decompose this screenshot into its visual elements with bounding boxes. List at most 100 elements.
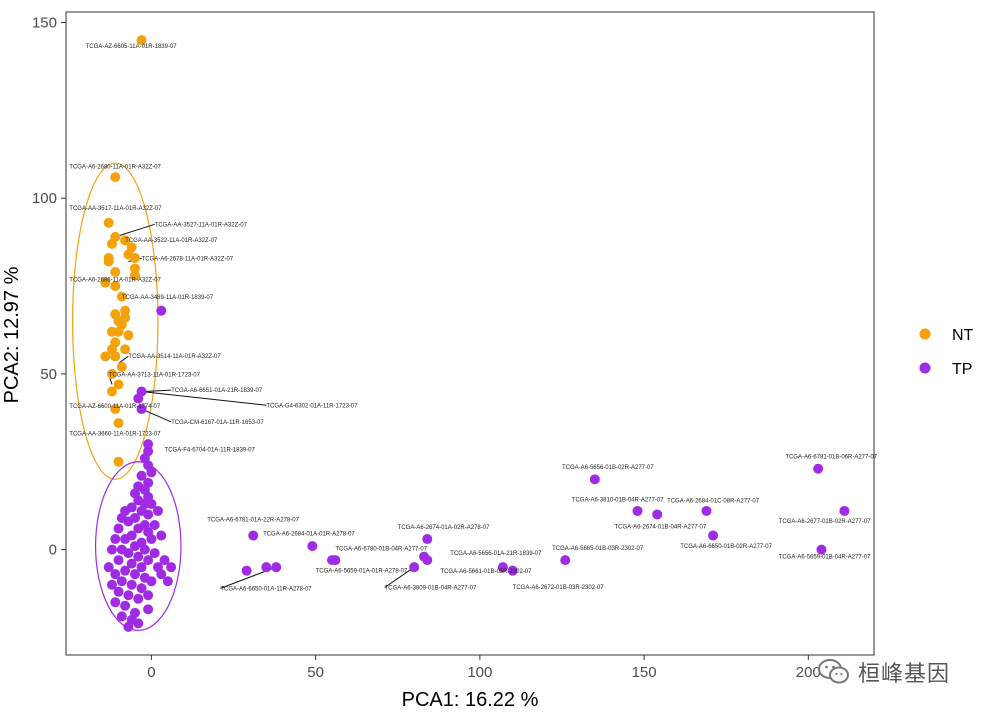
point-label: TCGA-A6-5656-01A-21R-1839-07 [450,551,542,557]
point-tp [271,562,282,573]
point-label: TCGA-G4-6302-01A-11R-1723-07 [266,403,358,409]
point-tp [156,530,167,541]
point-label: TCGA-A6-2678-11A-01R-A32Z-07 [142,256,234,262]
point-tp [120,534,131,545]
point-tp [146,467,157,478]
y-tick-label: 100 [32,190,57,207]
point-label: TCGA-A6-2680-11A-01R-A32Z-07 [69,164,161,170]
x-tick-label: 200 [796,664,821,681]
point-tp [110,597,121,608]
leader-line [141,390,267,406]
point-nt [116,361,127,372]
point-label: TCGA-A6-6780-01B-04R-A277-07 [335,546,427,552]
point-label: TCGA-AA-3527-11A-01R-A32Z-07 [155,222,248,228]
point-tp [103,562,114,573]
confidence-ellipses [71,162,182,632]
point-label: TCGA-A6-5661-01B-05R-2302-07 [440,569,532,575]
point-tp [116,611,127,622]
point-tp [159,555,170,566]
point-tp [123,548,134,559]
point-label: TCGA-AA-3514-11A-01R-A32Z-07 [128,354,221,360]
leader-line [384,566,415,589]
x-tick-label: 100 [467,664,492,681]
point-tp [156,305,167,316]
point-label: TCGA-A6-5659-01A-01R-A278-07 [316,568,408,574]
point-nt [120,344,131,355]
point-tp [143,555,154,566]
point-label: TCGA-AZ-6605-11A-01R-1839-07 [86,44,178,50]
point-label: TCGA-A6-2684-01C-08R-A277-07 [667,499,760,505]
point-label: TCGA-A6-5665-01B-03R-2302-07 [552,546,644,552]
point-nt [126,242,137,253]
legend-label-tp: TP [952,361,972,378]
data-points [100,35,850,632]
leader-line [144,389,172,392]
point-tp [409,562,420,573]
point-tp [652,509,663,520]
leader-line [115,223,155,238]
plot-panel [65,11,875,656]
point-tp [136,583,147,594]
point-label: TCGA-A6-2684-01A-01R-A278-07 [263,532,355,538]
point-tp [143,590,154,601]
point-tp [813,463,824,474]
point-label: TCGA-A6-3809-01B-04R-A277-07 [385,586,477,592]
point-tp [120,505,131,516]
point-tp [248,530,259,541]
point-tp [113,523,124,534]
point-tp [307,541,318,552]
point-nt [110,267,121,278]
point-tp [113,586,124,597]
point-tp [106,544,117,555]
point-tp [146,576,157,587]
point-nt [113,379,124,390]
point-tp [123,621,134,632]
point-nt [100,351,111,362]
point-label: TCGA-A6-2674-01A-02R-A278-07 [398,525,490,531]
point-tp [589,474,600,485]
point-nt [113,418,124,429]
point-labels: TCGA-AZ-6605-11A-01R-1839-07 TCGA-A6-2680… [69,44,877,592]
point-tp [110,534,121,545]
point-tp [143,509,154,520]
point-nt [103,252,114,263]
point-tp [261,562,272,573]
point-tp [152,505,163,516]
x-tick-label: 0 [147,664,155,681]
point-tp [120,600,131,611]
point-tp [708,530,719,541]
legend: NT TP [919,327,974,378]
point-nt [129,252,140,263]
point-nt [110,172,121,183]
point-tp [143,604,154,615]
watermark-text: 桓峰基因 [858,662,951,687]
point-tp [120,565,131,576]
point-tp [126,579,137,590]
point-tp [497,562,508,573]
y-axis-title: PCA2: 12.97 % [1,266,23,403]
point-label: TCGA-CM-6167-01A-11R-1653-07 [171,420,264,426]
point-nt [129,270,140,281]
point-tp [116,576,127,587]
point-tp [126,558,137,569]
point-label: TCGA-A6-5659-01B-04R-A277-07 [779,555,871,561]
point-nt [136,35,147,46]
legend-label-nt: NT [952,327,974,344]
point-nt [129,263,140,274]
point-label: TCGA-A6-6650-01B-02R-A277-07 [680,544,772,550]
point-tp [136,470,147,481]
leader-line [141,408,172,423]
wechat-icon [818,659,849,684]
point-label: TCGA-A6-2674-01B-04R-A277-07 [615,525,707,531]
point-nt [110,404,121,415]
confidence-ellipse-tp [94,461,182,632]
point-label: TCGA-AA-3660-11A-01R-1723-07 [69,431,161,437]
point-nt [113,326,124,337]
point-tp [149,548,160,559]
point-tp [133,523,144,534]
point-label: TCGA-AA-3489-11A-01R-1839-07 [122,295,214,301]
legend-key-tp [919,362,931,374]
point-tp [632,505,643,516]
point-nt [120,305,131,316]
